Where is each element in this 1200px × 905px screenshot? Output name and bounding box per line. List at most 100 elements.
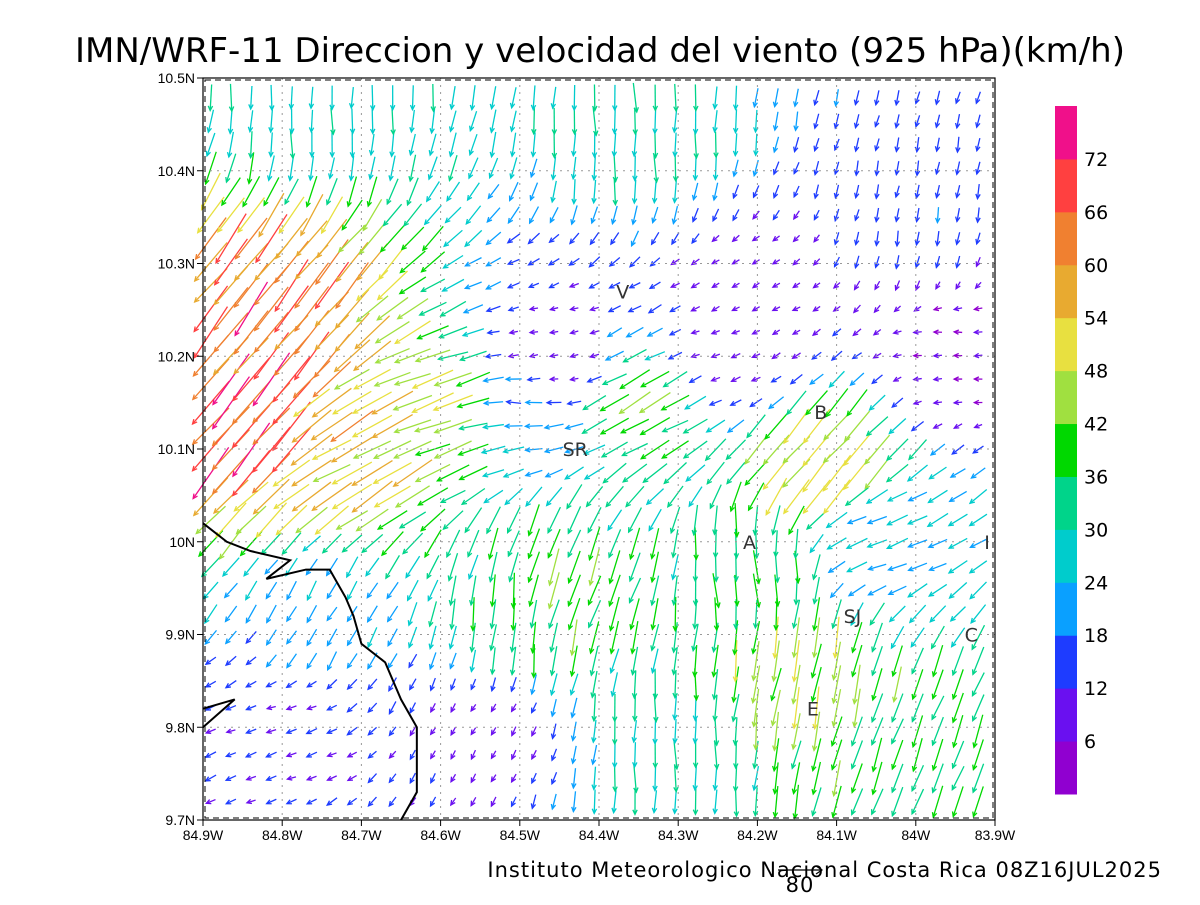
colorbar-label: 18 (1084, 625, 1108, 647)
wind-vector (589, 549, 599, 585)
wind-vector (268, 155, 275, 180)
wind-vector (674, 84, 678, 111)
colorbar-label: 54 (1084, 308, 1108, 330)
wind-vector (603, 463, 626, 482)
wind-vector (954, 377, 962, 381)
wind-vector (813, 617, 820, 656)
wind-vector (814, 138, 819, 151)
wind-vector (369, 157, 375, 179)
wind-vector (632, 231, 639, 246)
wind-vector (774, 530, 778, 556)
wind-vector (348, 703, 358, 711)
wind-vector (206, 729, 215, 733)
colorbar-segment (1055, 529, 1077, 582)
wind-vector (510, 87, 516, 108)
wind-vector (267, 605, 276, 622)
y-tick-label: 10.5N (158, 70, 195, 86)
wind-vector (833, 329, 841, 336)
wind-vector (465, 508, 481, 532)
wind-vector (951, 607, 966, 621)
wind-vector (451, 703, 455, 711)
wind-vector (354, 369, 390, 388)
wind-vector (469, 158, 478, 178)
wind-vector (492, 751, 496, 758)
wind-vector (753, 307, 760, 311)
wind-vector (585, 467, 604, 479)
wind-vector (672, 554, 679, 579)
wind-vector (287, 654, 296, 668)
wind-vector (814, 259, 820, 265)
wind-vector (895, 208, 899, 221)
wind-vector (233, 358, 270, 401)
wind-vector (295, 263, 328, 308)
wind-vector (468, 530, 479, 556)
wind-vector (313, 440, 351, 459)
wind-vector (693, 108, 697, 133)
coastline-island (203, 699, 235, 727)
wind-vector (486, 258, 500, 266)
wind-vector (427, 181, 440, 201)
wind-vector (753, 283, 759, 288)
wind-vector (689, 487, 702, 507)
wind-vector (430, 652, 436, 668)
wind-vector (492, 704, 496, 711)
wind-vector (441, 490, 465, 502)
wind-vector (431, 728, 436, 734)
wind-vector (647, 489, 664, 505)
wind-vector (508, 283, 519, 288)
wind-vector (570, 646, 577, 676)
wind-vector (233, 450, 270, 495)
wind-vector (572, 768, 576, 788)
wind-vector (531, 85, 535, 109)
wind-vector (613, 85, 617, 110)
wind-vector (487, 507, 500, 533)
wind-vector (482, 446, 505, 453)
wind-vector (314, 362, 351, 397)
wind-vector (353, 392, 391, 413)
wind-vector (733, 717, 737, 744)
wind-vector (908, 540, 927, 547)
wind-vector (606, 486, 623, 506)
wind-vector (312, 483, 351, 511)
wind-vector (389, 701, 395, 713)
wind-vector (894, 330, 902, 334)
wind-vector (368, 774, 376, 783)
wind-vector (410, 679, 416, 690)
wind-vector (368, 703, 376, 712)
wind-vector (956, 282, 960, 289)
wind-vector (766, 478, 786, 515)
wind-vector (526, 487, 542, 506)
wind-vector (887, 464, 908, 481)
wind-vector (870, 395, 886, 410)
wind-vector (295, 332, 329, 380)
wind-vector (571, 377, 579, 381)
wind-vector (235, 311, 269, 354)
wind-vector (692, 505, 697, 535)
wind-vector (428, 157, 437, 180)
wind-vector (613, 765, 617, 791)
wind-vector (911, 628, 924, 647)
wind-vector (323, 534, 341, 553)
wind-vector (630, 283, 640, 288)
wind-vector (648, 328, 663, 336)
wind-vector (592, 156, 596, 180)
wind-vector (686, 465, 705, 481)
wind-vector (855, 232, 859, 245)
wind-vector (887, 515, 907, 525)
wind-vector (875, 184, 879, 198)
wind-vector (388, 653, 397, 667)
wind-vector (794, 89, 799, 106)
wind-vector (707, 420, 725, 432)
wind-vector (572, 157, 576, 179)
wind-vector (653, 766, 657, 791)
wind-vector (956, 232, 960, 244)
wind-vector (327, 798, 337, 805)
wind-vector (624, 349, 647, 361)
wind-vector (867, 490, 888, 504)
wind-vector (509, 354, 519, 358)
wind-vector (490, 86, 495, 108)
wind-vector (307, 581, 316, 600)
wind-vector (226, 631, 237, 643)
wind-vector (813, 329, 820, 335)
